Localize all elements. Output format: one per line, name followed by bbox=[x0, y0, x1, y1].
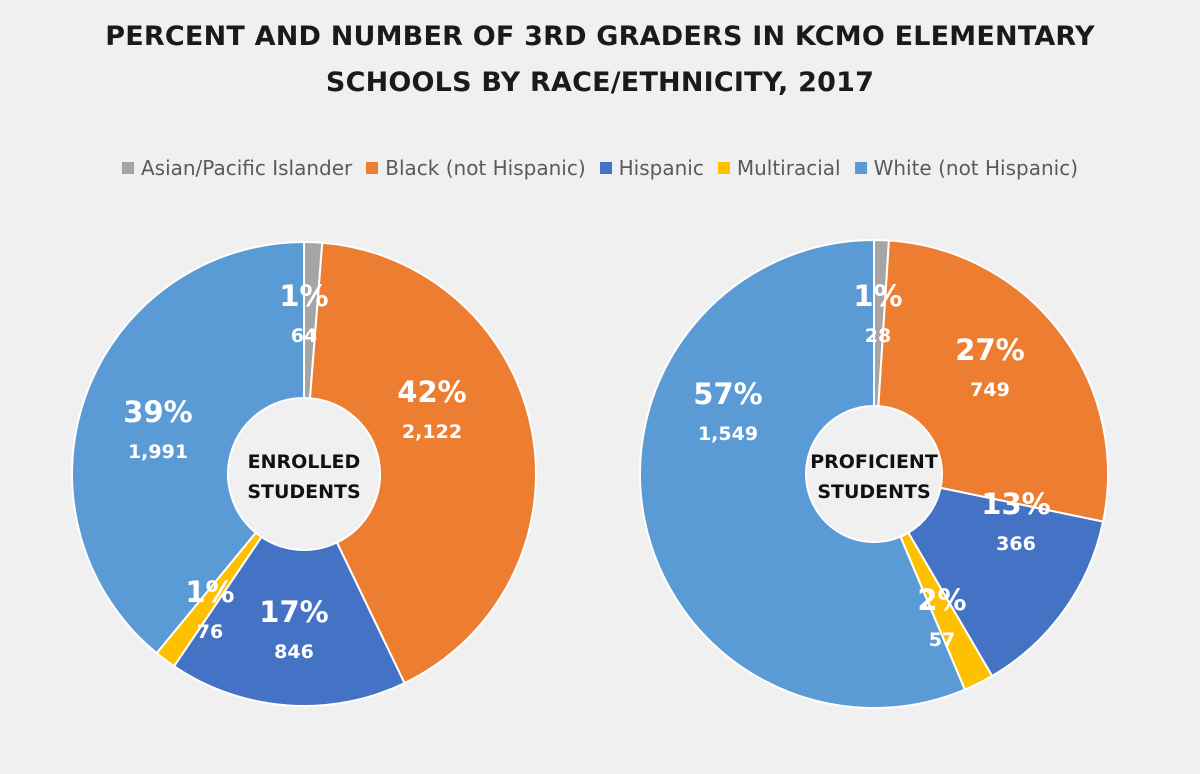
data-label-count-asian-pacific-islander: 28 bbox=[865, 325, 891, 347]
chart-title-line-1: PERCENT AND NUMBER OF 3RD GRADERS IN KCM… bbox=[105, 21, 1095, 52]
data-label-count-black-not-hispanic: 2,122 bbox=[402, 421, 462, 443]
legend-item-hispanic: Hispanic bbox=[599, 156, 704, 180]
chart-title-line-2: SCHOOLS BY RACE/ETHNICITY, 2017 bbox=[325, 67, 875, 98]
legend-label-black: Black (not Hispanic) bbox=[385, 156, 586, 180]
data-label-count-white-not-hispanic: 1,549 bbox=[698, 423, 758, 445]
legend-label-hispanic: Hispanic bbox=[618, 156, 704, 180]
legend-item-asian: Asian/Pacific Islander bbox=[121, 156, 353, 180]
legend-swatch-black bbox=[366, 162, 379, 174]
data-label-percent-multiracial: 2% bbox=[917, 583, 966, 617]
donut-chart-1: 1% 64 42% 2,122 17% 846 1% 76 39% 1,991 ENROLLED ST… bbox=[71, 240, 537, 707]
legend-swatch-multiracial bbox=[717, 162, 730, 174]
data-label-percent-black-not-hispanic: 42% bbox=[397, 375, 466, 409]
center-label-line-1: PROFICIENT bbox=[810, 451, 938, 473]
chart-title: PERCENT AND NUMBER OF 3RD GRADERS IN KCM… bbox=[0, 14, 1200, 106]
data-label-count-asian-pacific-islander: 64 bbox=[291, 325, 317, 347]
data-label-count-white-not-hispanic: 1,991 bbox=[128, 441, 188, 463]
slice-white-not-hispanic bbox=[71, 240, 305, 655]
data-label-percent-hispanic: 17% bbox=[259, 595, 328, 629]
slice-hispanic bbox=[172, 535, 406, 707]
center-label-line-1: ENROLLED bbox=[248, 451, 361, 473]
data-label-percent-black-not-hispanic: 27% bbox=[955, 333, 1024, 367]
data-label-count-hispanic: 846 bbox=[274, 641, 314, 663]
donut-chart-2: 1% 28 27% 749 13% 366 2% 57 57% 1,549 PROFICIENT ST… bbox=[639, 238, 1109, 709]
center-label-line-2: STUDENTS bbox=[817, 481, 930, 503]
slice-white-not-hispanic bbox=[639, 238, 967, 709]
legend-swatch-asian bbox=[121, 162, 134, 174]
data-label-count-multiracial: 57 bbox=[929, 629, 955, 651]
slice-black-not-hispanic bbox=[308, 241, 537, 685]
legend-label-asian: Asian/Pacific Islander bbox=[140, 156, 353, 180]
legend-item-multiracial: Multiracial bbox=[717, 156, 841, 180]
data-label-percent-white-not-hispanic: 57% bbox=[693, 377, 762, 411]
legend-item-white: White (not Hispanic) bbox=[854, 156, 1079, 180]
legend-swatch-hispanic bbox=[599, 162, 612, 174]
legend: Asian/Pacific Islander Black (not Hispan… bbox=[0, 156, 1200, 180]
legend-label-white: White (not Hispanic) bbox=[873, 156, 1079, 180]
legend-label-multiracial: Multiracial bbox=[736, 156, 841, 180]
data-label-percent-white-not-hispanic: 39% bbox=[123, 395, 192, 429]
data-label-percent-asian-pacific-islander: 1% bbox=[279, 279, 328, 313]
data-label-count-black-not-hispanic: 749 bbox=[970, 379, 1010, 401]
legend-item-black: Black (not Hispanic) bbox=[366, 156, 586, 180]
legend-swatch-white bbox=[854, 162, 867, 174]
data-label-count-hispanic: 366 bbox=[996, 533, 1036, 555]
data-label-count-multiracial: 76 bbox=[197, 621, 223, 643]
slice-hispanic bbox=[906, 486, 1105, 678]
slice-black-not-hispanic bbox=[877, 239, 1109, 523]
data-label-percent-asian-pacific-islander: 1% bbox=[853, 279, 902, 313]
data-label-percent-hispanic: 13% bbox=[981, 487, 1050, 521]
center-label-line-2: STUDENTS bbox=[247, 481, 360, 503]
data-label-percent-multiracial: 1% bbox=[185, 575, 234, 609]
